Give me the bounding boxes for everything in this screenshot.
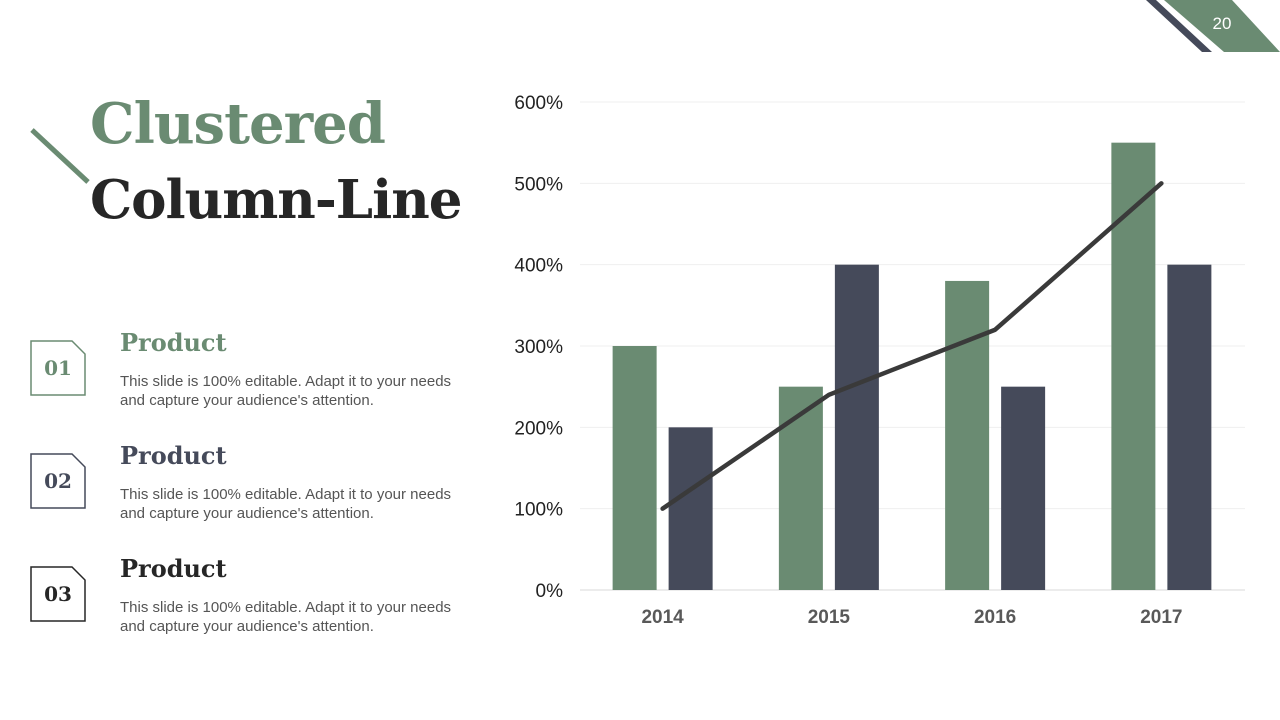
product-item: 01 Product This slide is 100% editable. …: [30, 328, 470, 430]
bar-2016-series-2: [1001, 386, 1046, 590]
x-category-label: 2017: [1140, 607, 1182, 628]
badge-shape: [30, 453, 86, 509]
x-category-label: 2014: [641, 607, 684, 628]
y-tick-label: 600%: [514, 93, 563, 114]
y-tick-label: 100%: [514, 500, 563, 521]
y-tick-label: 200%: [514, 418, 563, 439]
y-tick-label: 0%: [536, 581, 564, 602]
item-description: This slide is 100% editable. Adapt it to…: [120, 373, 452, 409]
item-heading: Product: [120, 554, 227, 583]
y-tick-label: 500%: [514, 174, 563, 195]
x-category-label: 2015: [808, 607, 851, 628]
number-badge: 01: [30, 340, 86, 396]
product-item: 03 Product This slide is 100% editable. …: [30, 554, 470, 656]
product-item: 02 Product This slide is 100% editable. …: [30, 441, 470, 543]
item-description: This slide is 100% editable. Adapt it to…: [120, 599, 452, 635]
number-badge: 03: [30, 566, 86, 622]
y-tick-label: 300%: [514, 337, 563, 358]
x-category-label: 2016: [974, 607, 1016, 628]
bar-2016-series-1: [945, 280, 990, 590]
bar-2014-series-2: [668, 427, 713, 590]
number-badge: 02: [30, 453, 86, 509]
item-heading: Product: [120, 328, 227, 357]
corner-decoration: [1146, 0, 1280, 52]
title-line-1: Clustered: [90, 91, 386, 157]
bar-2014-series-1: [612, 346, 657, 590]
trend-line: [660, 181, 1164, 511]
item-heading: Product: [120, 441, 227, 470]
badge-number: 01: [44, 356, 72, 380]
clustered-column-line-chart: 0% 100% 200% 300% 400% 500% 600% 2014 2015 2016 20…: [514, 93, 1245, 628]
bar-2017-series-2: [1167, 264, 1212, 590]
title-slash-accent: [30, 128, 90, 184]
badge-number: 03: [44, 582, 72, 606]
item-description: This slide is 100% editable. Adapt it to…: [120, 486, 452, 522]
badge-number: 02: [44, 469, 72, 493]
y-tick-label: 400%: [514, 256, 563, 277]
badge-shape: [30, 340, 86, 396]
title-line-2: Column-Line: [90, 169, 462, 231]
bar-2015-series-2: [834, 264, 879, 590]
badge-shape: [30, 566, 86, 622]
bar-2017-series-1: [1111, 142, 1156, 590]
bar-2015-series-1: [778, 386, 823, 590]
page-number: 20: [1212, 14, 1232, 33]
